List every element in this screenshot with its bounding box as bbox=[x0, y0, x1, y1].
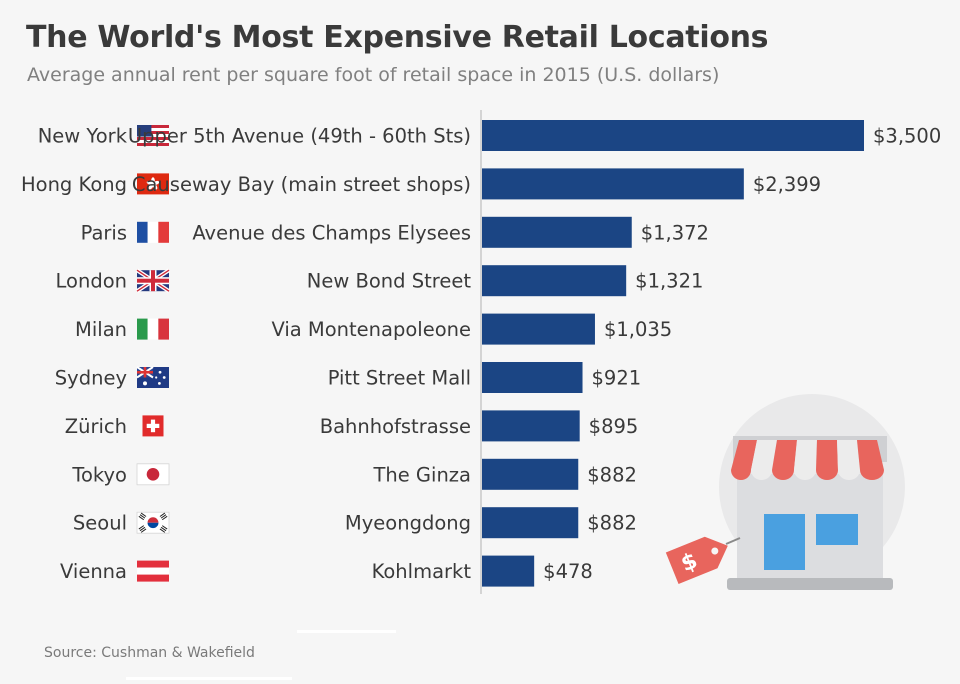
bar bbox=[482, 555, 535, 587]
bar bbox=[482, 458, 579, 490]
street-label: Bahnhofstrasse bbox=[320, 415, 471, 438]
street-label: New Bond Street bbox=[307, 270, 472, 293]
usa-flag-icon bbox=[137, 125, 169, 146]
australia-flag-icon bbox=[136, 366, 169, 388]
city-label: New York bbox=[38, 125, 128, 148]
city-label: Tokyo bbox=[71, 463, 127, 486]
city-label: Hong Kong bbox=[21, 173, 127, 196]
city-label: Paris bbox=[81, 221, 127, 244]
street-label: Avenue des Champs Elysees bbox=[192, 221, 471, 244]
value-label: $2,399 bbox=[753, 173, 821, 196]
value-label: $1,035 bbox=[604, 318, 672, 341]
city-label: Milan bbox=[75, 318, 127, 341]
source-note: Source: Cushman & Wakefield bbox=[44, 645, 255, 661]
bar bbox=[482, 410, 580, 442]
france-flag-icon bbox=[137, 221, 169, 243]
value-label: $478 bbox=[543, 560, 593, 583]
street-label: Causeway Bay (main street shops) bbox=[132, 173, 471, 196]
chart-subtitle: Average annual rent per square foot of r… bbox=[27, 64, 720, 86]
value-label: $921 bbox=[592, 367, 642, 390]
city-label: Sydney bbox=[55, 367, 127, 390]
italy-flag-icon bbox=[137, 318, 169, 340]
value-label: $882 bbox=[587, 512, 637, 535]
street-label: Via Montenapoleone bbox=[271, 318, 471, 341]
city-label: Vienna bbox=[60, 560, 127, 583]
street-label: Pitt Street Mall bbox=[328, 367, 471, 390]
chart-title: The World's Most Expensive Retail Locati… bbox=[26, 20, 769, 55]
south-korea-flag-icon bbox=[136, 511, 170, 534]
switzerland-flag-icon bbox=[142, 415, 164, 437]
austria-flag-icon bbox=[137, 560, 169, 582]
bar bbox=[482, 120, 864, 151]
bar bbox=[482, 313, 595, 345]
value-label: $882 bbox=[587, 463, 637, 486]
price-tag-icon: $ bbox=[665, 536, 741, 585]
value-label: $1,372 bbox=[641, 221, 709, 244]
city-label: Zürich bbox=[65, 415, 127, 438]
city-label: Seoul bbox=[73, 512, 127, 535]
city-label: London bbox=[56, 270, 127, 293]
street-label: Upper 5th Avenue (49th - 60th Sts) bbox=[128, 125, 471, 148]
street-label: The Ginza bbox=[372, 463, 471, 486]
storefront-icon bbox=[719, 394, 905, 590]
bar bbox=[482, 265, 627, 297]
bar bbox=[482, 507, 579, 539]
value-label: $895 bbox=[589, 415, 639, 438]
street-label: Myeongdong bbox=[345, 512, 471, 535]
bar bbox=[482, 362, 583, 393]
bar bbox=[482, 168, 744, 200]
uk-flag-icon bbox=[135, 268, 171, 293]
bar bbox=[482, 216, 632, 248]
street-label: Kohlmarkt bbox=[372, 560, 472, 583]
value-label: $1,321 bbox=[635, 270, 703, 293]
value-label: $3,500 bbox=[873, 125, 941, 148]
hong-kong-flag-icon bbox=[137, 173, 169, 195]
japan-flag-icon bbox=[136, 463, 170, 486]
